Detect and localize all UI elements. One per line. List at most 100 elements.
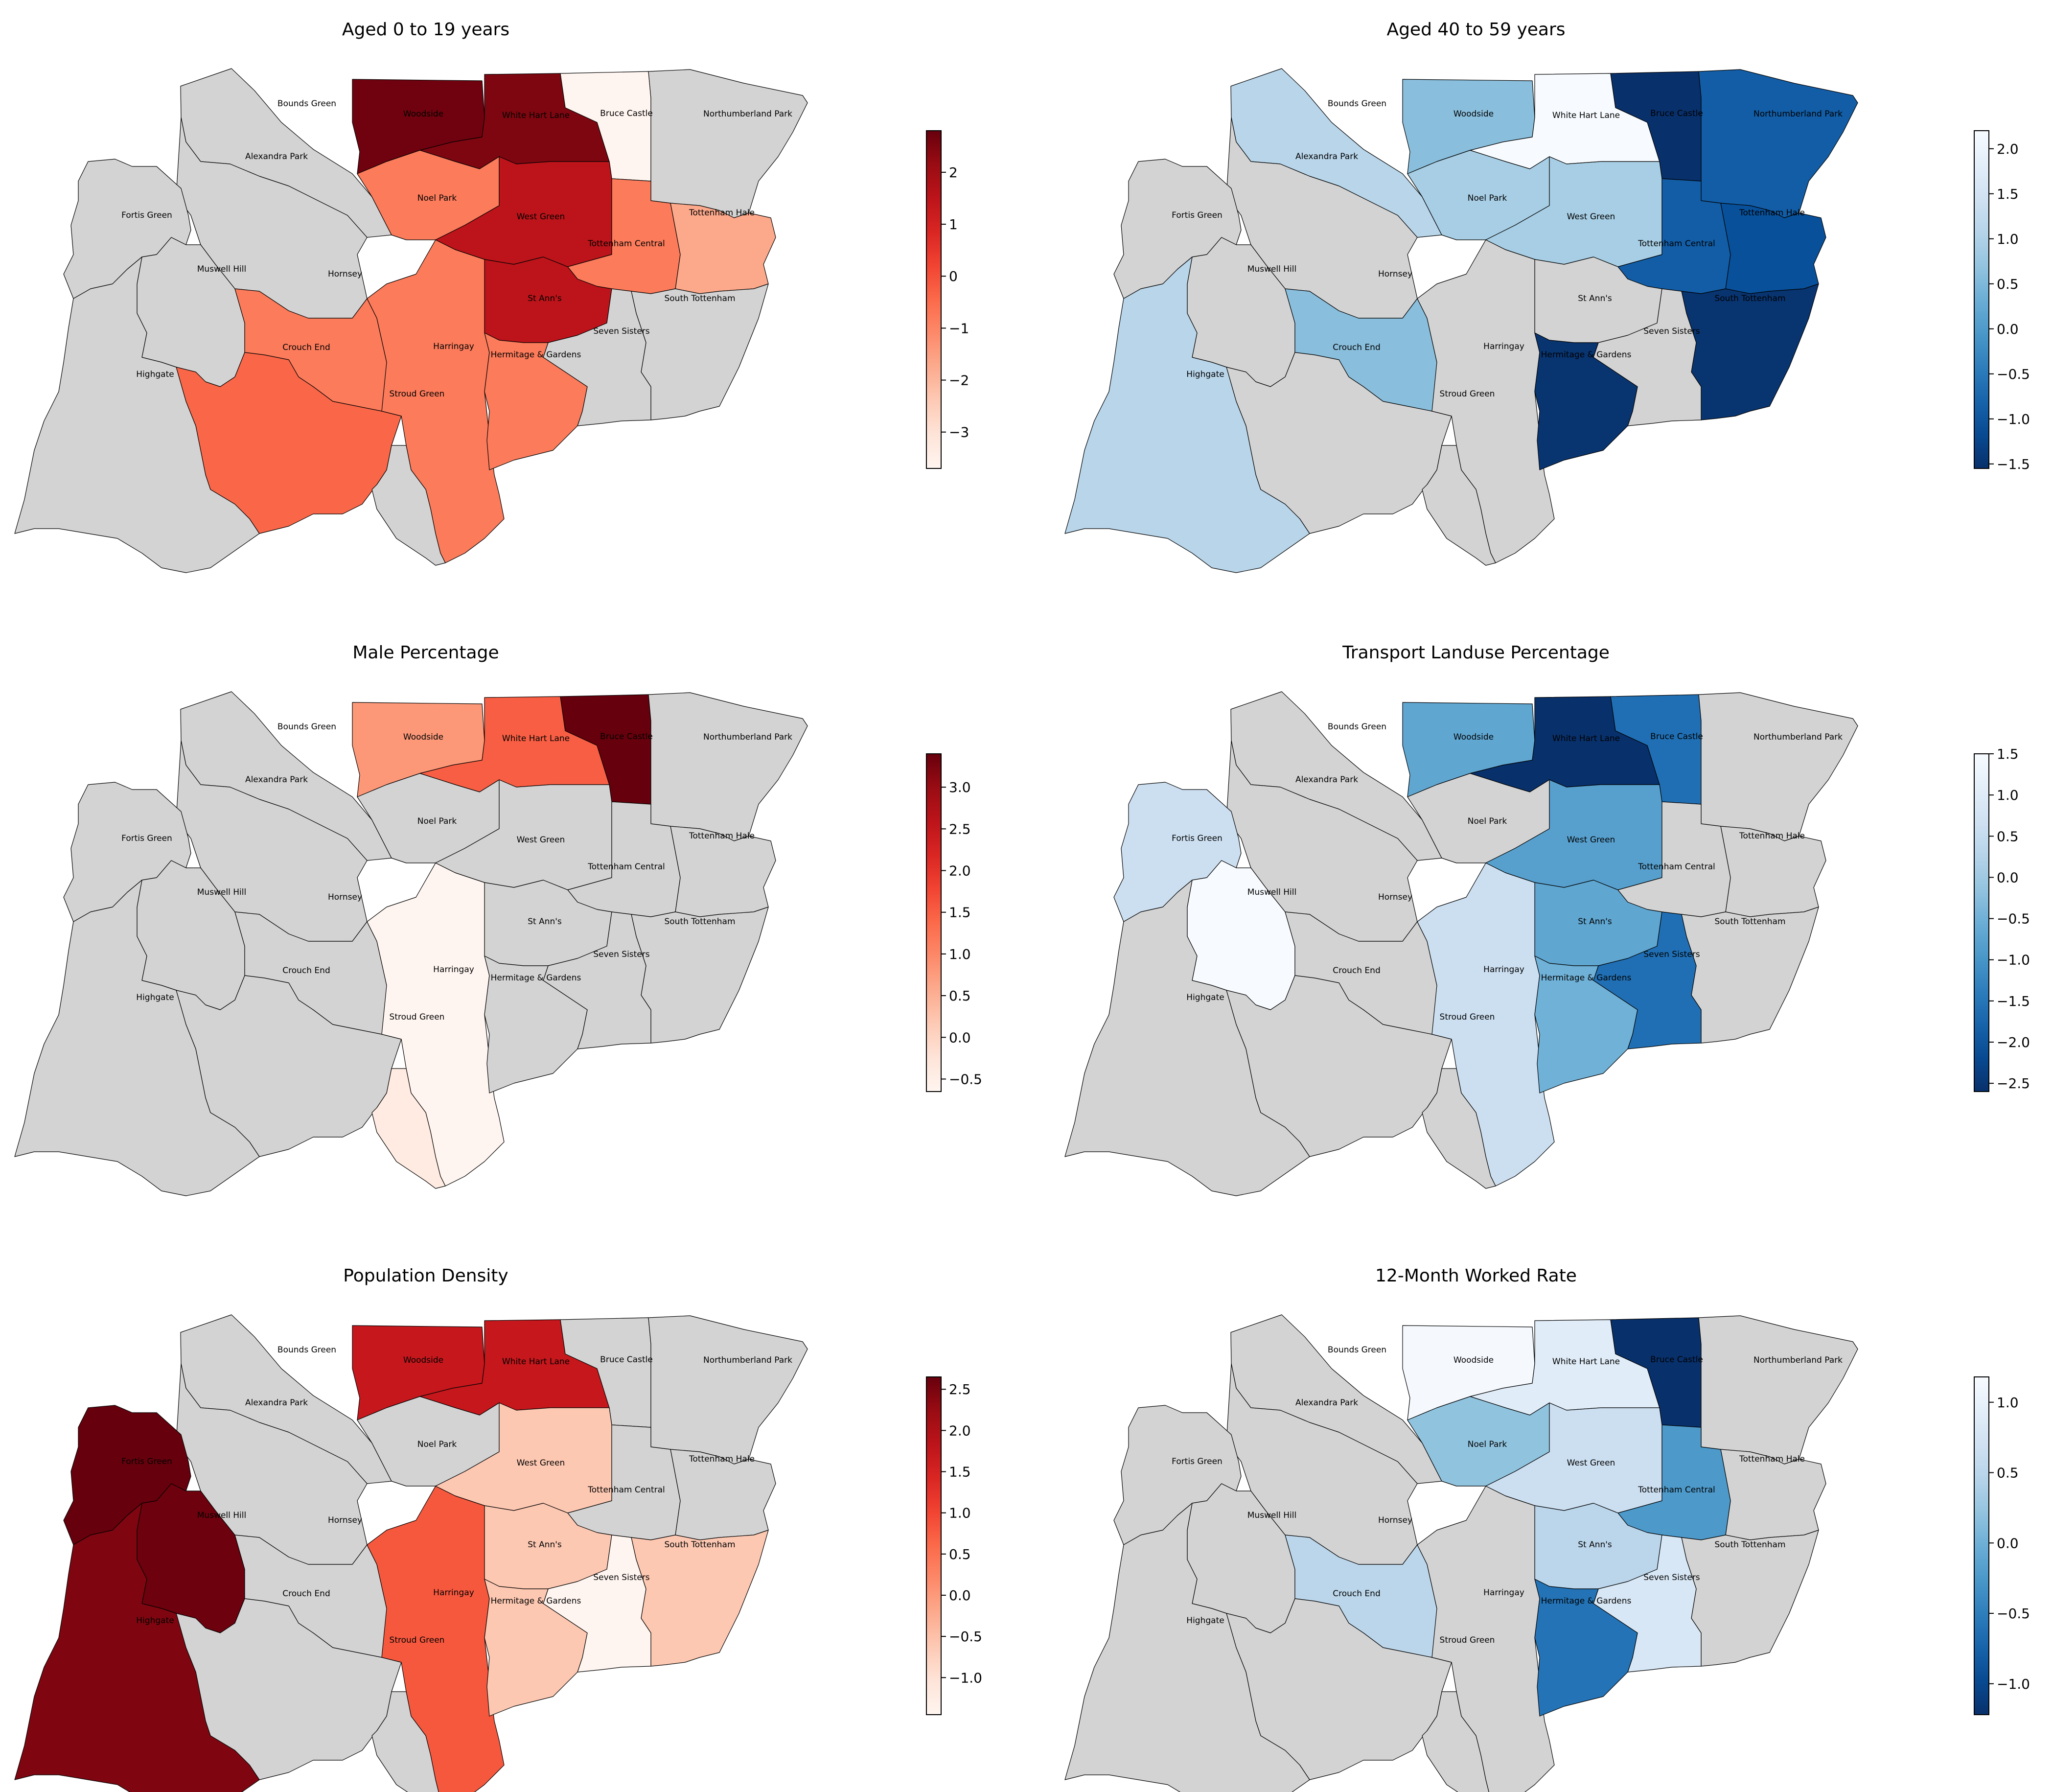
ward-south-tottenham (631, 283, 769, 420)
ward-label: St Ann's (1578, 917, 1612, 927)
ward-label: Stroud Green (1440, 1012, 1495, 1022)
ward-label: Crouch End (282, 1589, 330, 1599)
ward-label: West Green (1567, 1458, 1615, 1468)
ward-northumberland-park (1698, 692, 1858, 841)
colorbar-tick-label: 0.0 (1997, 869, 2019, 885)
ward-label: South Tottenham (1714, 917, 1785, 927)
map-panel-12-month-worked-rate: 12-Month Worked Rate Bounds Green Woodside… (1064, 1266, 2030, 1792)
ward-label: Woodside (403, 109, 443, 119)
ward-label: Hermitage & Gardens (491, 350, 581, 360)
colorbar-gradient (926, 131, 941, 468)
ward-hermitage-and-gardens (1534, 1579, 1638, 1717)
colorbar-tick-label: 1.0 (949, 1505, 971, 1521)
ward-label: Tottenham Hale (1739, 1454, 1805, 1464)
ward-label: Highgate (1186, 370, 1224, 379)
ward-label: St Ann's (1578, 1540, 1612, 1550)
colorbar: 1.0 0.5 0.0 −0.5 −1.0 (1974, 1376, 2030, 1715)
ward-label: White Hart Lane (1552, 111, 1620, 120)
ward-label: Alexandra Park (245, 1398, 308, 1408)
ward-label: St Ann's (1578, 294, 1612, 303)
colorbar-tick-label: 1.0 (1997, 1395, 2019, 1411)
colorbar-tick-label: 0.0 (1997, 321, 2019, 337)
ward-label: Muswell Hill (197, 1511, 246, 1520)
colorbar-frame (926, 753, 942, 1092)
ward-label: Seven Sisters (1643, 1573, 1700, 1583)
ward-map: Bounds Green Woodside White Hart Lane Bruce… (1064, 691, 1858, 1196)
ward-label: Stroud Green (1440, 389, 1495, 399)
colorbar-frame (926, 130, 942, 469)
ward-label: Highgate (1186, 993, 1224, 1002)
ward-label: Hermitage & Gardens (491, 973, 581, 983)
ward-label: Woodside (403, 1355, 443, 1365)
colorbar-tick-label: −0.5 (1997, 366, 2030, 382)
colorbar-tick-label: 1.5 (949, 905, 971, 921)
ward-label: Hermitage & Gardens (1541, 350, 1632, 360)
ward-label: Fortis Green (1172, 834, 1223, 843)
panel-title: Aged 0 to 19 years (342, 20, 509, 40)
ward-label: Alexandra Park (1295, 775, 1358, 785)
ward-label: Bounds Green (277, 722, 336, 732)
colorbar-tick-label: 1.0 (1997, 787, 2019, 803)
ward-label: Bruce Castle (1650, 1355, 1703, 1365)
ward-label: Northumberland Park (703, 1355, 792, 1365)
ward-label: Woodside (1453, 732, 1494, 742)
panel-title: Population Density (343, 1266, 508, 1286)
ward-label: St Ann's (528, 917, 562, 927)
colorbar-tick-label: 1.0 (1997, 231, 2019, 247)
ward-map: Bounds Green Woodside White Hart Lane Bruce… (1064, 68, 1858, 573)
ward-label: South Tottenham (664, 1540, 735, 1550)
ward-label: Stroud Green (390, 1012, 445, 1022)
colorbar-frame (1974, 1376, 1989, 1715)
colorbar-frame (1974, 753, 1989, 1092)
colorbar-tick-label: −1.5 (1997, 993, 2030, 1009)
ward-stroud-green (1422, 445, 1496, 566)
map-panel-aged-40-to-59-years: Aged 40 to 59 years Bounds Green Woodside W… (1064, 20, 2030, 573)
ward-label: Alexandra Park (245, 775, 308, 785)
ward-label: Alexandra Park (1295, 152, 1358, 162)
ward-label: Tottenham Central (1638, 239, 1715, 249)
ward-highgate (1064, 1503, 1310, 1792)
ward-label: South Tottenham (1714, 294, 1785, 303)
colorbar-tick-label: −1.0 (949, 1670, 982, 1686)
colorbar-tick-label: 3.0 (949, 779, 971, 795)
ward-northumberland-park (1698, 1315, 1858, 1465)
ward-label: Highgate (136, 1616, 174, 1626)
ward-label: Highgate (136, 993, 174, 1002)
ward-label: Noel Park (417, 1440, 457, 1449)
colorbar: 1.5 1.0 0.5 0.0 −0.5 −1.0 −1.5 −2.0 −2.5 (1974, 746, 2030, 1092)
panel-title: Transport Landuse Percentage (1342, 643, 1610, 663)
ward-south-tottenham (1681, 907, 1819, 1044)
ward-label: Hornsey (1378, 269, 1412, 279)
ward-stroud-green (371, 1068, 446, 1189)
colorbar-tick-label: −1.0 (1997, 411, 2030, 427)
ward-label: Northumberland Park (1753, 732, 1843, 742)
ward-hermitage-and-gardens (484, 332, 588, 470)
ward-label: Harringay (1483, 965, 1524, 975)
ward-label: Seven Sisters (593, 1573, 649, 1583)
ward-stroud-green (371, 445, 446, 566)
ward-label: Fortis Green (121, 1457, 172, 1466)
ward-label: St Ann's (528, 294, 562, 303)
ward-label: Highgate (1186, 1616, 1224, 1626)
ward-label: West Green (1567, 212, 1615, 222)
ward-label: Hornsey (328, 892, 362, 902)
ward-label: Bounds Green (1328, 722, 1386, 732)
ward-label: Tottenham Hale (689, 831, 755, 841)
ward-label: Muswell Hill (1247, 887, 1296, 897)
panel-title: 12-Month Worked Rate (1375, 1266, 1577, 1286)
ward-south-tottenham (631, 907, 769, 1044)
ward-label: Seven Sisters (593, 326, 649, 336)
ward-label: Tottenham Central (1638, 1485, 1715, 1495)
colorbar-tick-label: 2.5 (949, 1381, 971, 1397)
ward-stroud-green (1422, 1691, 1489, 1792)
ward-map: Bounds Green Woodside White Hart Lane Bruce… (14, 68, 808, 573)
ward-label: West Green (1567, 835, 1615, 845)
colorbar-tick-label: 1 (949, 216, 958, 233)
ward-label: Muswell Hill (1247, 264, 1296, 274)
map-panel-aged-0-to-19-years: Aged 0 to 19 years Bounds Green Woodside Wh… (14, 20, 969, 573)
ward-map: Bounds Green Woodside White Hart Lane Bruce… (1064, 1314, 1858, 1792)
ward-label: Hermitage & Gardens (1541, 973, 1632, 983)
ward-label: Alexandra Park (1295, 1398, 1358, 1408)
ward-label: Bounds Green (277, 99, 336, 109)
